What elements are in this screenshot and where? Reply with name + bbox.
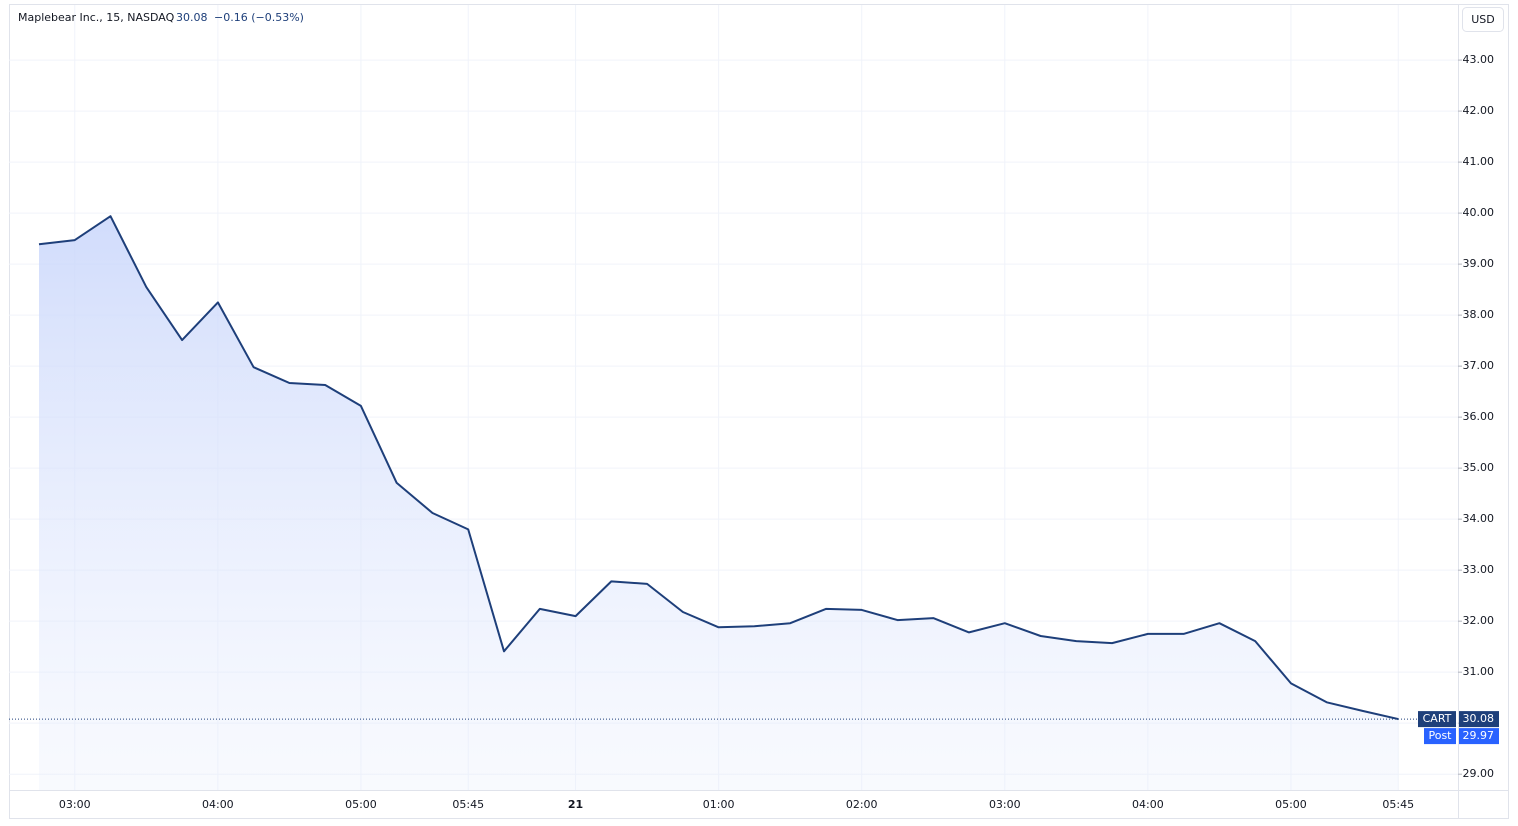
x-tick-label: 01:00 bbox=[703, 798, 735, 811]
x-tick-label: 05:00 bbox=[1275, 798, 1307, 811]
x-tick-label: 21 bbox=[568, 798, 583, 811]
y-tick-label: 42.00 bbox=[1463, 104, 1495, 117]
header-price: 30.08 bbox=[176, 11, 208, 24]
x-tick-label: 04:00 bbox=[1132, 798, 1164, 811]
symbol: Maplebear Inc., 15, NASDAQ bbox=[18, 11, 175, 24]
y-tick-label: 31.00 bbox=[1463, 665, 1495, 678]
currency-button[interactable] bbox=[1462, 7, 1504, 32]
currency[interactable]: USD bbox=[1471, 13, 1495, 26]
y-tick-label: 29.00 bbox=[1463, 767, 1495, 780]
x-tick-label: 03:00 bbox=[989, 798, 1021, 811]
x-tick-label: 05:45 bbox=[1382, 798, 1414, 811]
y-tick-label: 35.00 bbox=[1463, 461, 1495, 474]
symbol-label-bg bbox=[1418, 711, 1456, 728]
y-tick-label: 40.00 bbox=[1463, 206, 1495, 219]
y-tick-label: 34.00 bbox=[1463, 512, 1495, 525]
post-label: Post bbox=[1428, 729, 1452, 742]
y-tick-label: 37.00 bbox=[1463, 359, 1495, 372]
area-fill bbox=[39, 216, 1399, 790]
y-tick-label: 43.00 bbox=[1463, 53, 1495, 66]
x-tick-label: 04:00 bbox=[202, 798, 234, 811]
y-tick-label: 36.00 bbox=[1463, 410, 1495, 423]
x-tick-label: 05:45 bbox=[452, 798, 484, 811]
last-price: 30.08 bbox=[1463, 712, 1495, 725]
y-tick-label: 32.00 bbox=[1463, 614, 1495, 627]
x-tick-label: 05:00 bbox=[345, 798, 377, 811]
symbol-label: CART bbox=[1423, 712, 1452, 725]
post-price-bg bbox=[1459, 728, 1499, 745]
x-tick-label: 02:00 bbox=[846, 798, 878, 811]
post-label-bg bbox=[1424, 728, 1456, 745]
y-tick-label: 41.00 bbox=[1463, 155, 1495, 168]
y-tick-label: 33.00 bbox=[1463, 563, 1495, 576]
post-price: 29.97 bbox=[1463, 729, 1495, 742]
y-tick-label: 39.00 bbox=[1463, 257, 1495, 270]
x-tick-label: 03:00 bbox=[59, 798, 91, 811]
y-tick-label: 38.00 bbox=[1463, 308, 1495, 321]
price-line bbox=[38, 215, 1399, 721]
header-change: −0.16 (−0.53%) bbox=[214, 11, 304, 24]
last-price-bg bbox=[1459, 711, 1499, 728]
